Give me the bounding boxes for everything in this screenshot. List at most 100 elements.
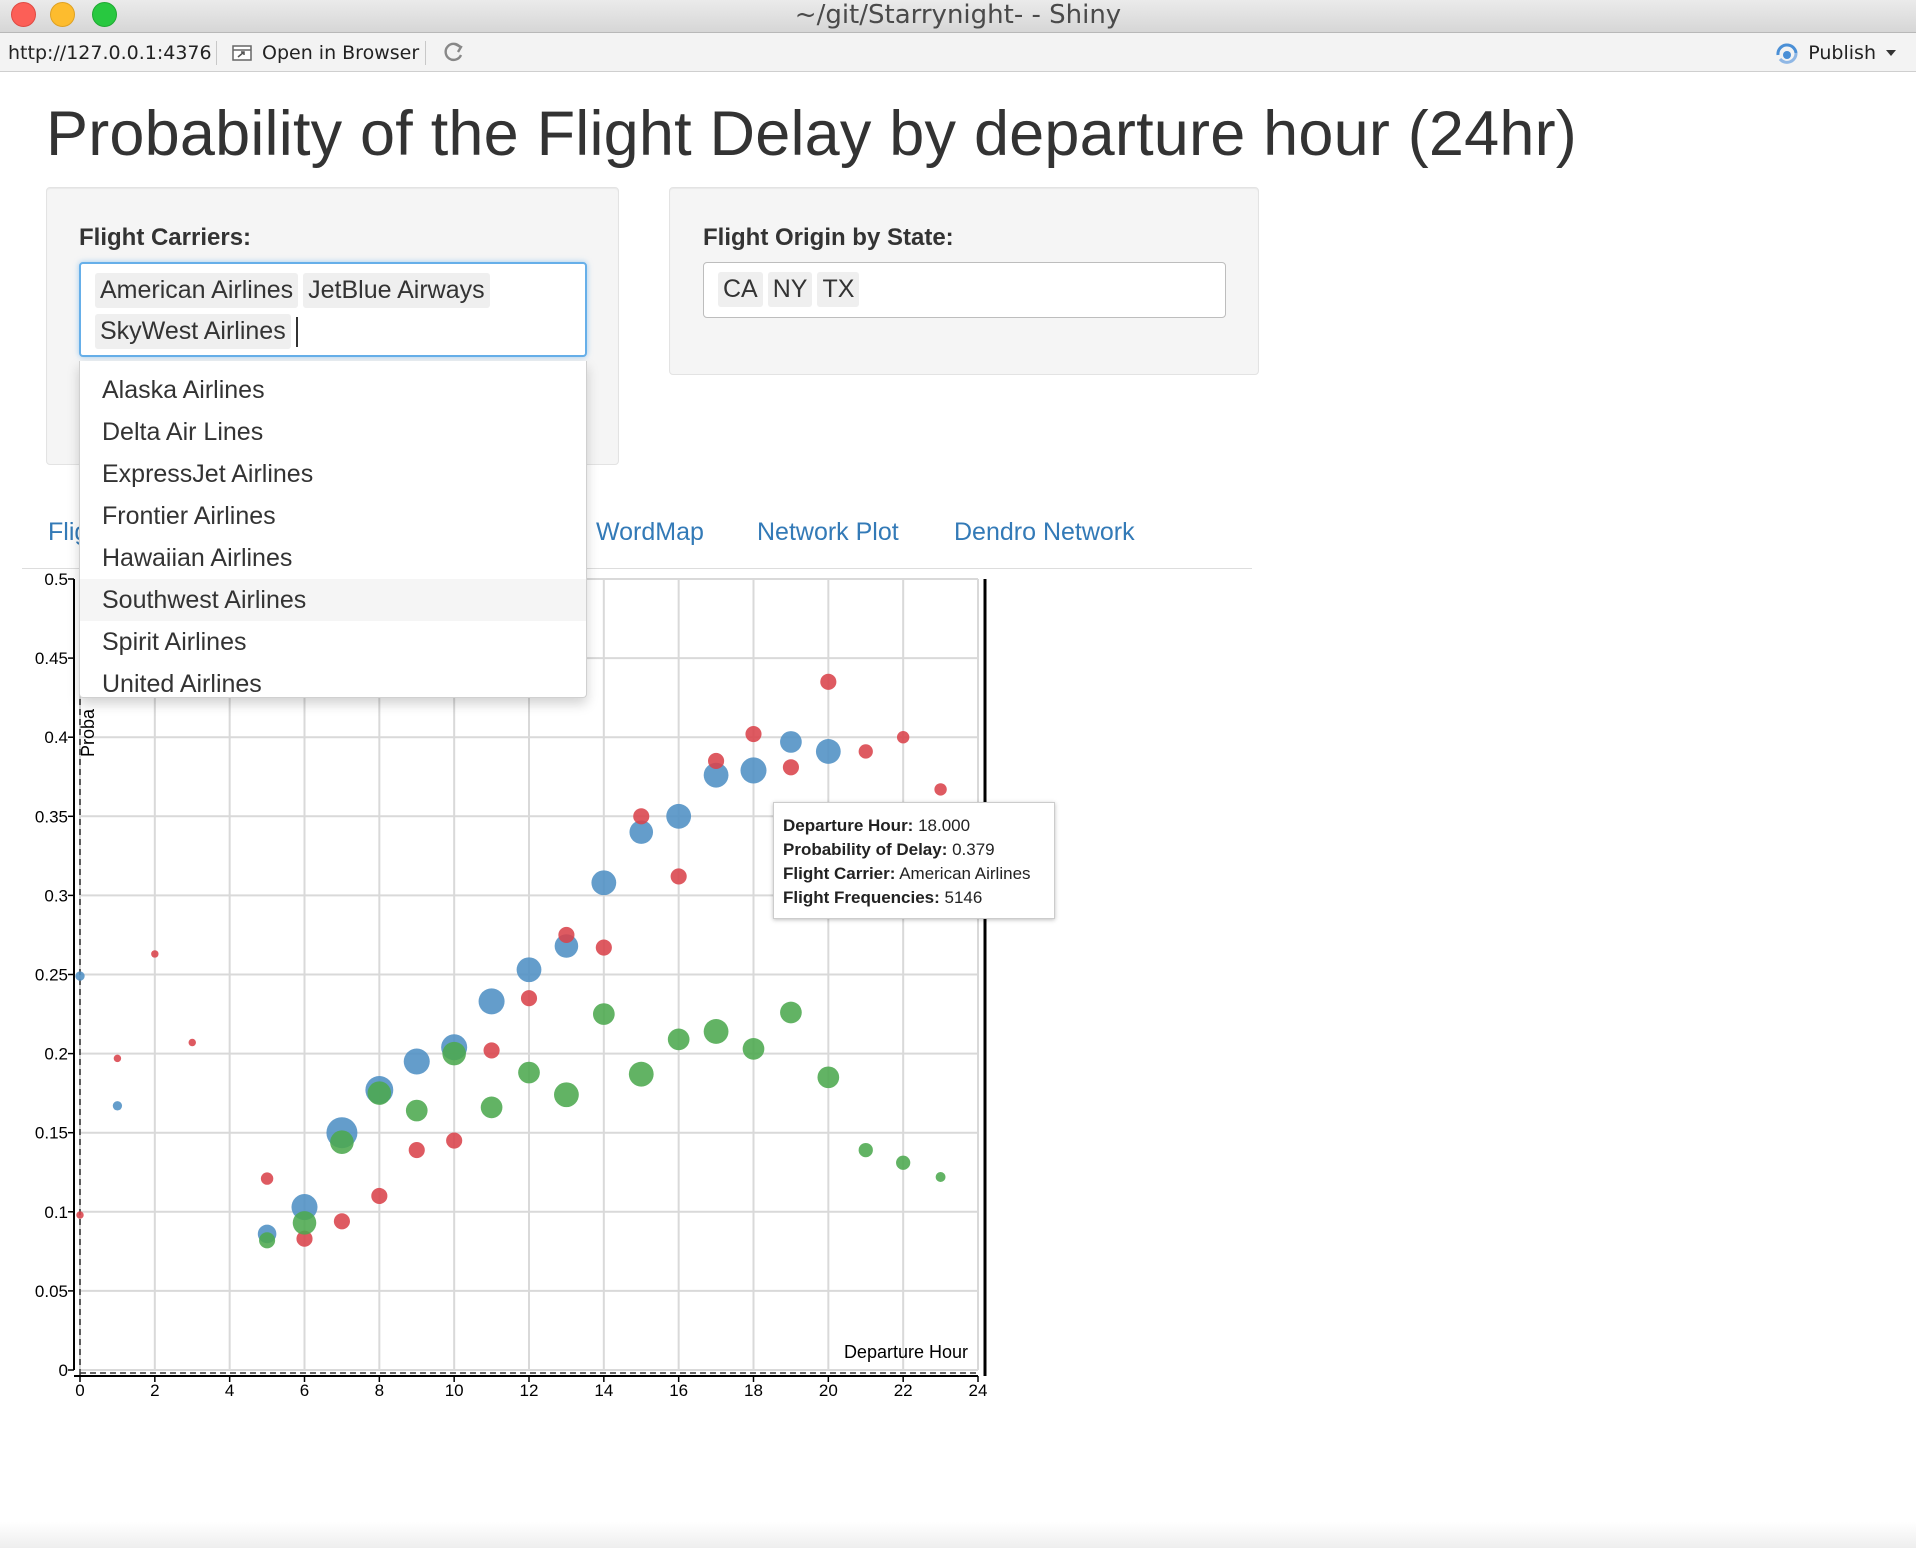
carrier-option[interactable]: Frontier Airlines	[102, 502, 276, 530]
publish-button[interactable]: Publish	[1774, 42, 1898, 64]
toolbar-divider	[425, 41, 426, 65]
data-point	[516, 957, 542, 983]
carrier-chip[interactable]: SkyWest Airlines	[95, 314, 291, 349]
refresh-button[interactable]	[440, 39, 466, 70]
y-axis-label: Proba	[78, 708, 98, 757]
carrier-option[interactable]: United Airlines	[102, 670, 262, 698]
carrier-option[interactable]: ExpressJet Airlines	[102, 460, 314, 488]
viewer-toolbar: http://127.0.0.1:4376 Open in Browser Pu…	[0, 33, 1916, 72]
origin-chip[interactable]: NY	[767, 272, 813, 307]
page-title: Probability of the Flight Delay by depar…	[46, 99, 1577, 169]
origin-chip[interactable]: CA	[718, 272, 763, 307]
carrier-option-highlighted[interactable]: Southwest Airlines	[80, 579, 586, 621]
data-point	[330, 1130, 354, 1154]
window-minimize-button[interactable]	[50, 2, 75, 27]
window-zoom-button[interactable]	[92, 2, 117, 27]
data-point	[633, 808, 650, 825]
data-point	[296, 1230, 313, 1247]
window-close-button[interactable]	[11, 2, 36, 27]
data-point	[667, 1028, 690, 1051]
data-point	[188, 1038, 196, 1047]
tooltip-key: Probability of Delay:	[783, 840, 948, 859]
data-point	[446, 1132, 463, 1149]
carriers-dropdown-menu: Alaska Airlines Delta Air Lines ExpressJ…	[79, 361, 587, 698]
data-point	[403, 1048, 430, 1075]
tab-network-plot[interactable]: Network Plot	[757, 518, 899, 546]
data-point	[628, 1061, 654, 1087]
data-point	[292, 1211, 317, 1235]
data-point	[151, 950, 159, 958]
x-tick-label: 4	[225, 1381, 234, 1400]
tooltip-key: Flight Frequencies:	[783, 888, 940, 907]
data-point	[782, 759, 799, 776]
open-browser-icon	[232, 45, 252, 61]
data-point	[518, 1061, 540, 1084]
x-tick-label: 2	[150, 1381, 159, 1400]
x-tick-label: 14	[594, 1381, 613, 1400]
data-point	[554, 1082, 579, 1108]
origin-select-input[interactable]: CA NY TX	[703, 262, 1226, 318]
x-tick-label: 22	[894, 1381, 913, 1400]
y-tick-label: 0	[59, 1361, 68, 1380]
tooltip-row: Flight Frequencies: 5146	[783, 886, 1054, 910]
tooltip-row: Probability of Delay: 0.379	[783, 838, 1054, 862]
data-point	[817, 1066, 840, 1089]
origin-chip[interactable]: TX	[817, 272, 860, 307]
y-tick-label: 0.2	[44, 1045, 68, 1064]
text-cursor	[295, 316, 298, 347]
carrier-chip[interactable]: American Airlines	[95, 273, 299, 308]
data-point	[591, 870, 617, 896]
data-point	[520, 990, 538, 1007]
tooltip-value: 18.000	[913, 816, 971, 835]
data-point	[703, 762, 729, 788]
x-tick-label: 8	[375, 1381, 384, 1400]
x-tick-label: 20	[819, 1381, 838, 1400]
data-point	[858, 1142, 873, 1158]
x-tick-label: 0	[75, 1381, 84, 1400]
carrier-option[interactable]: Hawaiian Airlines	[102, 544, 293, 572]
data-point	[780, 731, 802, 753]
y-tick-label: 0.4	[44, 728, 68, 747]
y-tick-label: 0.25	[35, 966, 68, 985]
data-point	[934, 783, 947, 796]
carrier-option[interactable]: Spirit Airlines	[102, 628, 247, 656]
tab-wordmap[interactable]: WordMap	[596, 518, 704, 546]
data-point	[259, 1232, 276, 1249]
carriers-select-input[interactable]: American Airlines JetBlue Airways SkyWest…	[79, 262, 587, 357]
chevron-down-icon	[1886, 50, 1896, 56]
open-in-browser-label: Open in Browser	[262, 42, 420, 64]
data-point	[75, 971, 85, 981]
open-in-browser-button[interactable]: Open in Browser	[230, 42, 419, 64]
chart-tooltip: Departure Hour: 18.000 Probability of De…	[773, 802, 1055, 919]
carrier-option[interactable]: Delta Air Lines	[102, 418, 264, 446]
data-point	[703, 1019, 729, 1044]
data-point	[670, 868, 687, 885]
tooltip-value: 0.379	[947, 840, 995, 859]
data-point	[740, 757, 767, 784]
x-tick-label: 18	[744, 1381, 763, 1400]
publish-icon	[1776, 43, 1798, 64]
data-point	[815, 739, 841, 764]
data-point	[480, 1096, 503, 1119]
data-point	[260, 1172, 274, 1185]
data-point	[408, 1142, 425, 1159]
y-tick-label: 0.3	[44, 886, 68, 905]
tab-dendro-network[interactable]: Dendro Network	[954, 518, 1135, 546]
x-tick-label: 10	[445, 1381, 464, 1400]
data-point	[442, 1041, 466, 1066]
x-tick-label: 24	[969, 1381, 988, 1400]
data-point	[483, 1042, 500, 1059]
carrier-chip[interactable]: JetBlue Airways	[303, 273, 490, 308]
data-point	[820, 673, 837, 690]
url-display[interactable]: http://127.0.0.1:4376	[8, 42, 212, 64]
data-point	[595, 939, 612, 956]
data-point	[629, 820, 654, 844]
window-titlebar: ~/git/Starrynight- - Shiny	[0, 0, 1916, 33]
data-point	[112, 1101, 123, 1111]
carrier-option[interactable]: Alaska Airlines	[102, 376, 265, 404]
publish-label: Publish	[1808, 42, 1876, 64]
tooltip-value: American Airlines	[895, 864, 1031, 883]
data-point	[745, 725, 762, 743]
y-tick-label: 0.15	[35, 1124, 68, 1143]
y-tick-label: 0.35	[35, 807, 68, 826]
